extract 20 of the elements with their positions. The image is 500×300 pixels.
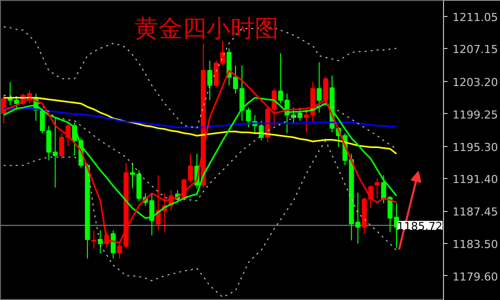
y-tick-label: 1183.50 [452, 238, 498, 252]
y-tick-label: 1203.20 [452, 76, 498, 89]
line-series [3, 140, 397, 298]
y-tick-label: 1199.25 [452, 108, 498, 122]
y-tick-label: 1187.45 [452, 206, 498, 219]
candlestick [110, 230, 116, 259]
candlestick [156, 174, 161, 231]
candlestick [272, 88, 277, 126]
candlestick [207, 60, 212, 101]
ref-line-label: 1185.72 [397, 220, 443, 233]
candlestick [374, 178, 380, 199]
y-tick-label: 1191.40 [452, 173, 498, 186]
y-tick-label: 1179.60 [452, 270, 498, 284]
candlestick [98, 230, 103, 254]
y-tick-label: 1195.30 [452, 140, 498, 154]
text: 黄金四小时图 [134, 14, 279, 42]
y-tick-label: 1211.05 [452, 11, 498, 24]
y-tick-label: 1207.15 [452, 43, 498, 56]
candlestick [323, 76, 328, 104]
candlestick [91, 230, 96, 250]
